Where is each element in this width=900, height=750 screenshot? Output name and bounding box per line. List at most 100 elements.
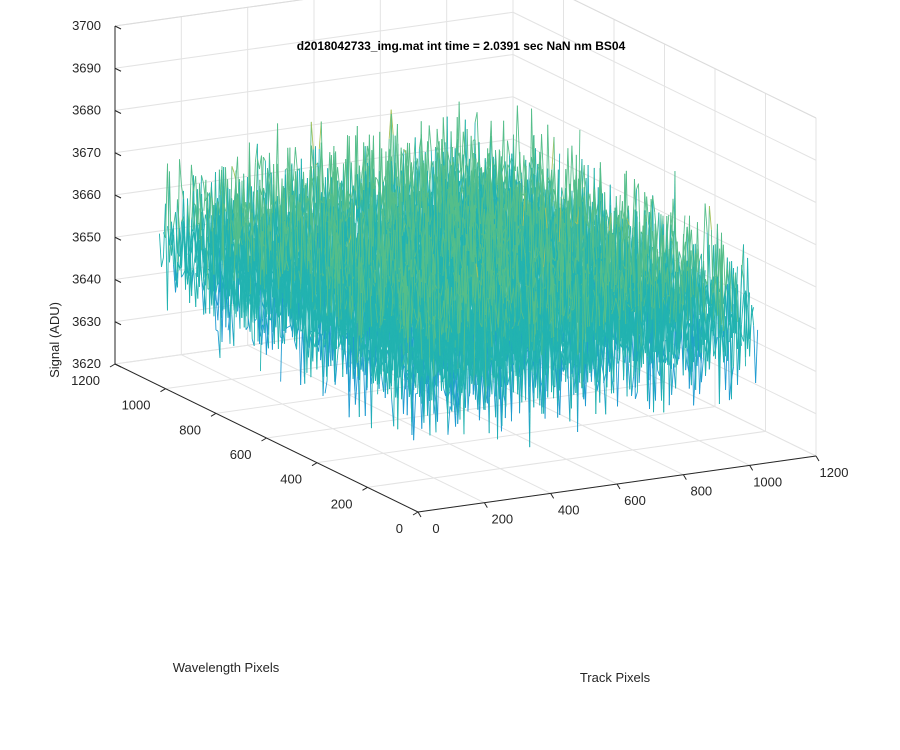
surface-segment bbox=[197, 224, 201, 277]
surface-segment bbox=[516, 105, 520, 154]
surface-segment bbox=[514, 105, 518, 172]
floor-grid-line bbox=[266, 381, 665, 439]
surface-segment bbox=[247, 217, 251, 227]
surface-segment bbox=[179, 159, 182, 186]
surface-segment bbox=[180, 190, 184, 267]
surface-segment bbox=[201, 193, 205, 256]
surface-segment bbox=[447, 151, 450, 162]
surface-segment bbox=[310, 177, 314, 188]
surface-segment bbox=[207, 192, 211, 243]
surface-segment bbox=[199, 183, 202, 230]
surface-segment bbox=[193, 268, 197, 308]
surface-segment bbox=[427, 141, 430, 180]
surface-segment bbox=[175, 262, 179, 288]
side-wall-grid-line bbox=[512, 54, 817, 203]
surface-segment bbox=[418, 134, 422, 150]
surface-segment bbox=[191, 229, 195, 234]
surface-segment bbox=[177, 229, 180, 288]
surface-segment bbox=[390, 109, 394, 135]
surface-segment bbox=[436, 128, 440, 159]
surface-segment bbox=[207, 236, 211, 249]
surface-segment bbox=[195, 205, 199, 229]
surface-segment bbox=[275, 123, 279, 208]
surface-segment bbox=[193, 232, 197, 249]
surface-segment bbox=[179, 243, 183, 270]
surface-segment bbox=[430, 160, 434, 167]
surface-segment bbox=[420, 134, 424, 175]
surface-segment bbox=[171, 221, 174, 265]
surface-segment bbox=[223, 186, 227, 289]
surface-segment bbox=[193, 202, 196, 206]
surface-segment bbox=[181, 225, 185, 268]
surface-segment bbox=[287, 325, 291, 328]
surface-segment bbox=[348, 136, 352, 218]
surface-segment bbox=[175, 212, 179, 254]
back-wall-grid-line bbox=[114, 96, 514, 154]
surface-segment bbox=[195, 176, 199, 224]
surface-segment bbox=[181, 221, 185, 244]
surface-segment bbox=[247, 162, 251, 238]
surface-segment bbox=[165, 163, 168, 238]
surface-segment bbox=[268, 152, 272, 205]
surface-segment bbox=[201, 236, 205, 282]
side-wall-grid-line bbox=[512, 96, 817, 246]
floor-grid-line bbox=[367, 430, 766, 488]
surface-segment bbox=[398, 151, 402, 193]
surface-segment bbox=[175, 272, 178, 293]
surface-segment bbox=[364, 145, 368, 172]
surface-segment bbox=[310, 121, 314, 150]
surface-segment bbox=[187, 249, 191, 255]
surface-segment bbox=[167, 163, 170, 263]
surface-segment bbox=[185, 205, 189, 280]
surface-segment bbox=[173, 228, 176, 270]
surface-segment bbox=[189, 229, 193, 251]
surface-segment bbox=[201, 278, 205, 315]
surface-segment bbox=[337, 167, 341, 187]
surface-segment bbox=[215, 329, 219, 332]
box-edge bbox=[573, 0, 817, 119]
back-wall-grid-line bbox=[114, 11, 514, 69]
surface-segment bbox=[207, 209, 211, 314]
surface-segment bbox=[495, 178, 498, 198]
surface-segment bbox=[158, 233, 162, 268]
surface-segment bbox=[207, 207, 211, 220]
surface-segment bbox=[207, 288, 211, 290]
surface-segment bbox=[375, 176, 378, 181]
surface-segment bbox=[460, 131, 464, 179]
surface-segment bbox=[171, 225, 175, 246]
surface-segment bbox=[199, 240, 203, 281]
surface-segment bbox=[294, 147, 298, 171]
surface-segment bbox=[173, 264, 176, 293]
surface-segment bbox=[201, 175, 204, 183]
surface-segment bbox=[195, 273, 199, 299]
surface-segment bbox=[181, 273, 184, 278]
surface-segment bbox=[199, 208, 203, 250]
surface-segment bbox=[183, 235, 187, 280]
surface-segment bbox=[191, 191, 195, 296]
surface-segment bbox=[311, 189, 314, 209]
surface-segment bbox=[442, 117, 446, 162]
surface-segment bbox=[195, 224, 199, 308]
surface-segment bbox=[167, 226, 170, 246]
surface-segment bbox=[187, 205, 191, 236]
surface-segment bbox=[160, 257, 164, 268]
surface-segment bbox=[262, 156, 266, 162]
surface-segment bbox=[185, 245, 189, 285]
surface-segment bbox=[428, 125, 432, 151]
surface-segment bbox=[188, 164, 192, 225]
surface-segment bbox=[169, 221, 172, 246]
surface-segment bbox=[311, 145, 314, 169]
surface-segment bbox=[507, 140, 510, 156]
surface-segment bbox=[162, 203, 166, 258]
surface-segment bbox=[177, 262, 181, 269]
surface-segment bbox=[320, 142, 324, 183]
surface-segment bbox=[435, 146, 438, 154]
box-edge bbox=[114, 0, 304, 27]
surface-segment bbox=[197, 240, 201, 299]
side-wall-grid-line bbox=[512, 11, 817, 161]
surface-segment bbox=[166, 171, 170, 311]
surface-segment bbox=[409, 162, 412, 185]
surface-segment bbox=[309, 145, 312, 200]
surface-segment bbox=[394, 124, 398, 179]
